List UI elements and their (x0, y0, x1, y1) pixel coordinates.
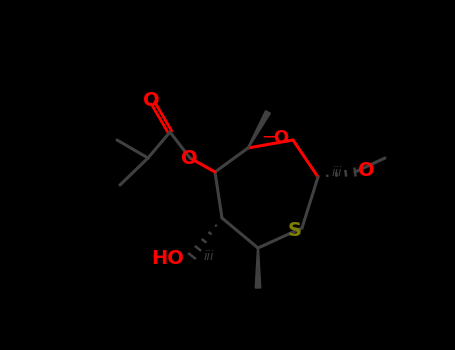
Text: iii: iii (204, 251, 214, 264)
Polygon shape (248, 111, 270, 148)
Text: O: O (143, 91, 159, 111)
Text: ─O: ─O (263, 129, 289, 147)
Polygon shape (255, 248, 261, 288)
Text: O: O (358, 161, 374, 181)
Text: HO: HO (151, 248, 184, 267)
Text: iii: iii (332, 167, 342, 180)
Text: S: S (288, 220, 302, 239)
Text: O: O (181, 149, 197, 168)
